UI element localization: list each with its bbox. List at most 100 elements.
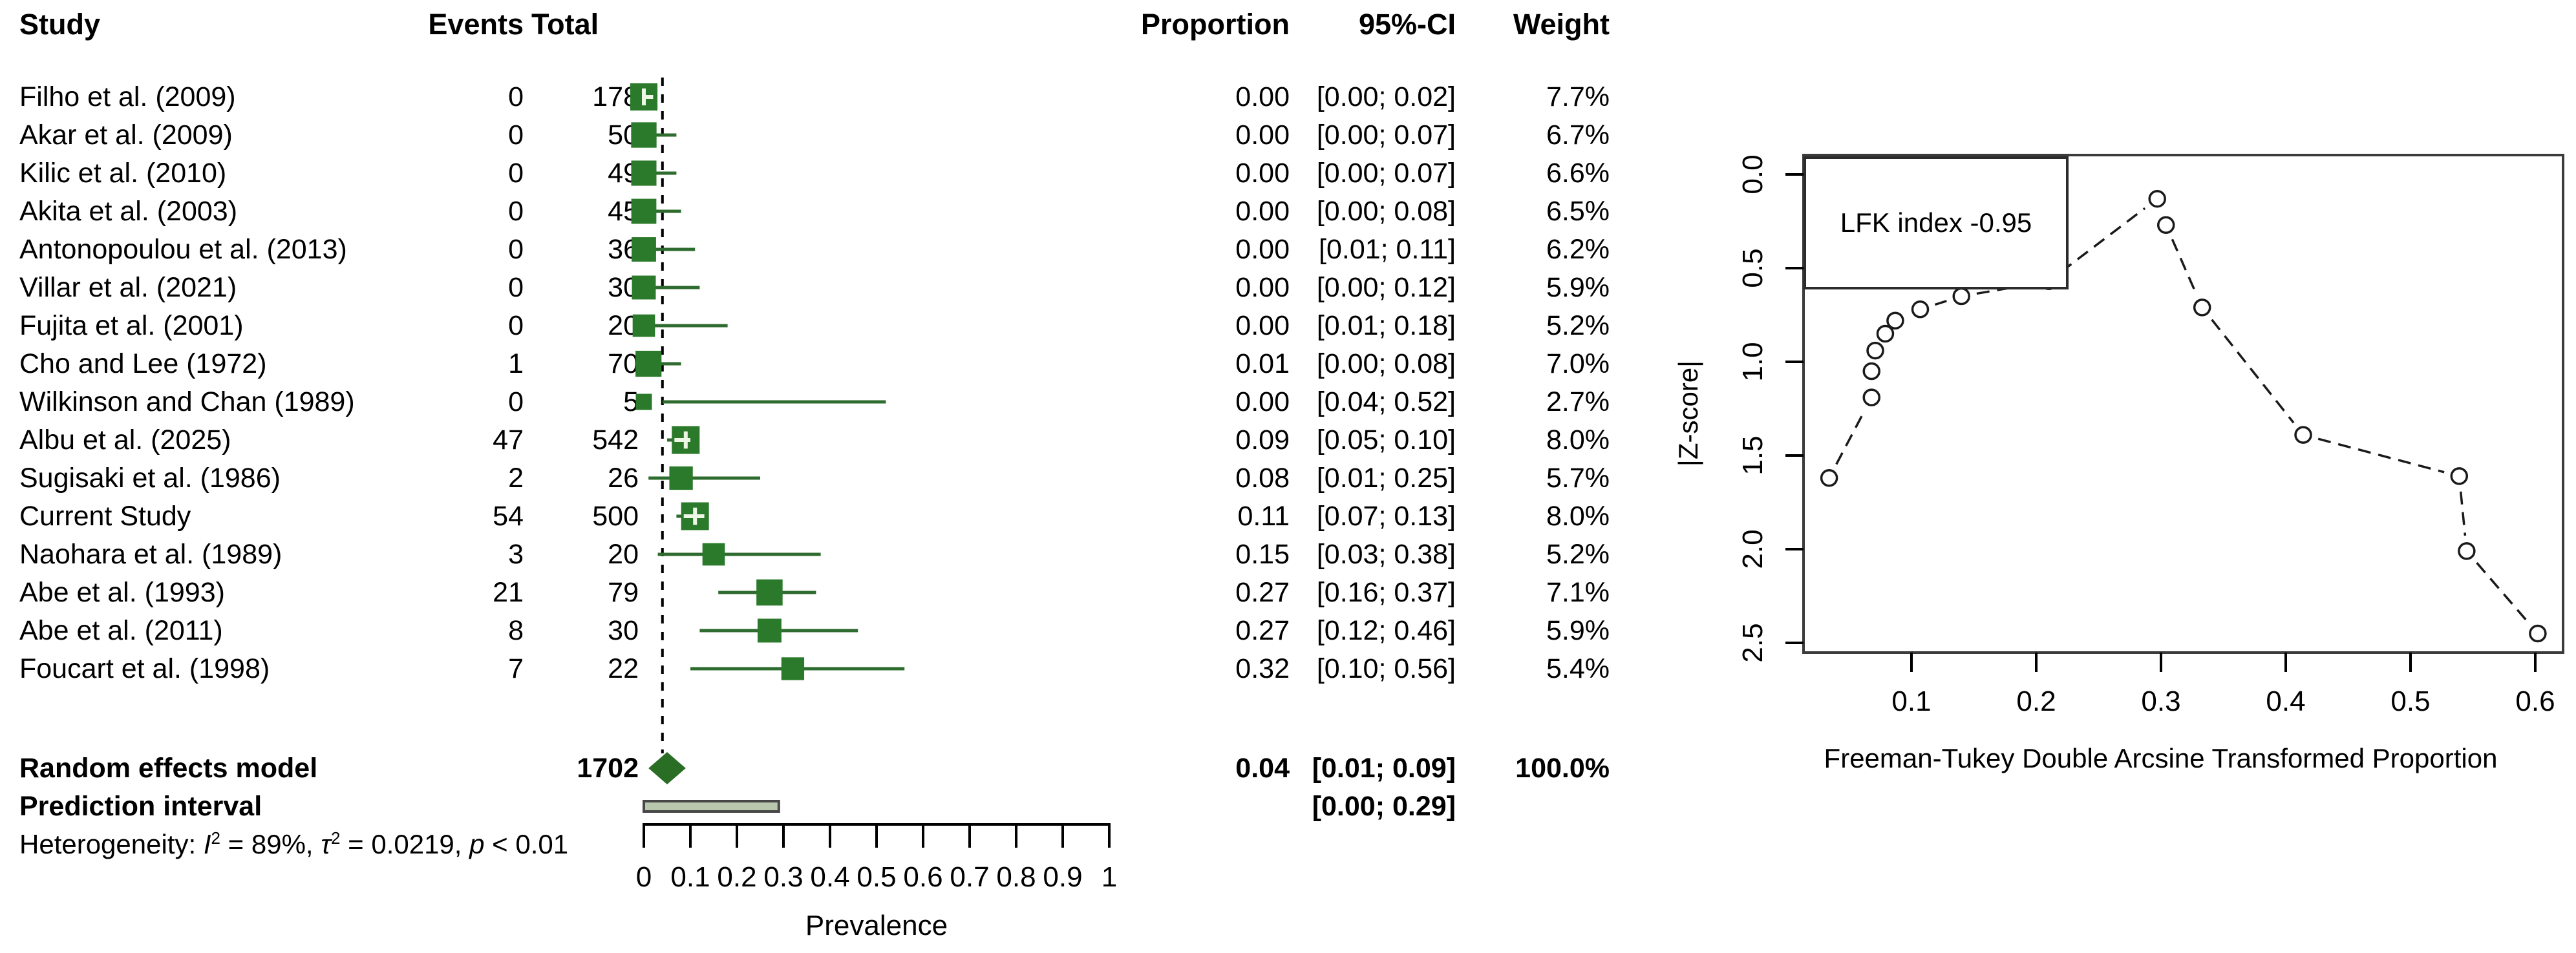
prediction-interval-bar	[643, 800, 780, 813]
study-events: 0	[508, 234, 524, 265]
study-name: Wilkinson and Chan (1989)	[19, 386, 355, 417]
forest-axis-tick-label: 0	[636, 861, 652, 893]
data-point	[2450, 467, 2469, 485]
study-name: Sugisaki et al. (1986)	[19, 463, 281, 494]
study-weight: 5.2%	[1546, 310, 1610, 341]
study-proportion: 0.08	[1235, 463, 1290, 494]
data-point	[2529, 624, 2547, 643]
study-events: 21	[493, 577, 524, 608]
study-ci: [0.01; 0.11]	[1319, 234, 1456, 265]
study-weight: 2.7%	[1546, 386, 1610, 417]
study-weight: 7.1%	[1546, 577, 1610, 608]
study-name: Villar et al. (2021)	[19, 272, 237, 303]
doi-connector-line	[2317, 437, 2445, 474]
study-name: Cho and Lee (1972)	[19, 348, 267, 379]
study-ci: [0.01; 0.18]	[1316, 310, 1456, 341]
study-ci: [0.10; 0.56]	[1316, 653, 1456, 684]
doi-yaxis-tick-label: 1.5	[1737, 435, 1769, 475]
forest-square	[631, 198, 657, 224]
study-events: 54	[493, 501, 524, 532]
study-events: 47	[493, 424, 524, 456]
heterogeneity-part: 2	[330, 828, 341, 848]
study-ci: [0.07; 0.13]	[1316, 501, 1456, 532]
forest-square	[631, 122, 657, 148]
summary-row-label: Random effects model	[19, 753, 318, 784]
data-point	[1952, 287, 1970, 306]
heterogeneity-part: 2	[211, 828, 220, 848]
forest-square	[756, 579, 783, 606]
forest-square	[632, 314, 655, 337]
forest-axis-tick-label: 0.8	[996, 861, 1036, 893]
study-ci: [0.00; 0.07]	[1316, 158, 1456, 189]
study-proportion: 0.00	[1235, 196, 1290, 227]
study-total: 70	[608, 348, 639, 379]
study-total: 542	[592, 424, 639, 456]
study-events: 7	[508, 653, 524, 684]
data-point	[1886, 311, 1904, 330]
forest-square	[632, 237, 656, 262]
study-proportion: 0.15	[1235, 539, 1290, 570]
study-events: 0	[508, 120, 524, 151]
study-events: 3	[508, 539, 524, 570]
doi-yaxis-tick-label: 2.5	[1737, 623, 1769, 662]
study-weight: 5.9%	[1546, 272, 1610, 303]
forest-square	[635, 393, 652, 410]
study-events: 0	[508, 81, 524, 112]
forest-axis-tick-label: 0.7	[950, 861, 989, 893]
forest-square	[632, 275, 656, 300]
col-header-ci: 95%-CI	[1358, 8, 1456, 41]
study-name: Naohara et al. (1989)	[19, 539, 282, 570]
forest-square	[781, 657, 805, 680]
heterogeneity-part: Heterogeneity:	[19, 829, 204, 859]
study-total: 26	[608, 463, 639, 494]
study-proportion: 0.27	[1235, 615, 1290, 646]
doi-xaxis-tick-label: 0.1	[1891, 686, 1931, 717]
doi-yaxis-label: |Z-score|	[1673, 360, 1703, 467]
data-point	[2156, 216, 2175, 235]
study-events: 0	[508, 386, 524, 417]
lfk-index-box: LFK index -0.95	[1804, 156, 2069, 289]
forest-axis-tick-label: 0.1	[670, 861, 710, 893]
heterogeneity-part: I	[203, 829, 211, 859]
study-proportion: 0.01	[1235, 348, 1290, 379]
doi-yaxis-tick-label: 0.0	[1737, 154, 1769, 194]
study-ci: [0.05; 0.10]	[1316, 424, 1456, 456]
heterogeneity-part: < 0.01	[484, 829, 569, 859]
study-ci: [0.00; 0.07]	[1316, 120, 1456, 151]
study-weight: 6.2%	[1546, 234, 1610, 265]
study-total: 5	[623, 386, 639, 417]
study-proportion: 0.00	[1235, 120, 1290, 151]
data-point	[2458, 542, 2476, 560]
forest-axis-tick-label: 0.6	[903, 861, 942, 893]
study-total: 20	[608, 539, 639, 570]
study-total: 30	[608, 615, 639, 646]
forest-xaxis-label: Prevalence	[805, 910, 948, 941]
heterogeneity-part: τ	[321, 829, 331, 859]
doi-connector-line	[2459, 491, 2467, 536]
study-ci: [0.00; 0.08]	[1316, 348, 1456, 379]
forest-square	[669, 466, 693, 490]
doi-plot-box	[1802, 154, 2564, 654]
forest-square	[635, 350, 662, 377]
study-proportion: 0.11	[1237, 501, 1290, 532]
data-point	[1862, 388, 1880, 406]
doi-connector-line	[1835, 410, 1866, 465]
doi-connector-line	[2171, 238, 2197, 294]
study-total: 22	[608, 653, 639, 684]
data-point	[1911, 300, 1930, 319]
study-proportion: 0.00	[1235, 158, 1290, 189]
doi-connector-line	[2476, 561, 2529, 623]
study-ci: [0.00; 0.08]	[1316, 196, 1456, 227]
study-weight: 5.2%	[1546, 539, 1610, 570]
forest-axis-tick-label: 0.5	[857, 861, 896, 893]
study-ci: [0.03; 0.38]	[1316, 539, 1456, 570]
study-name: Akita et al. (2003)	[19, 196, 238, 227]
forest-square	[631, 160, 657, 186]
study-weight: 5.9%	[1546, 615, 1610, 646]
study-name: Abe et al. (1993)	[19, 577, 225, 608]
study-weight: 5.7%	[1546, 463, 1610, 494]
heterogeneity-part: p	[469, 829, 485, 859]
forest-axis-tick-label: 0.9	[1043, 861, 1082, 893]
doi-yaxis-tick-label: 1.0	[1737, 342, 1769, 381]
summary-total: 1702	[577, 753, 639, 784]
